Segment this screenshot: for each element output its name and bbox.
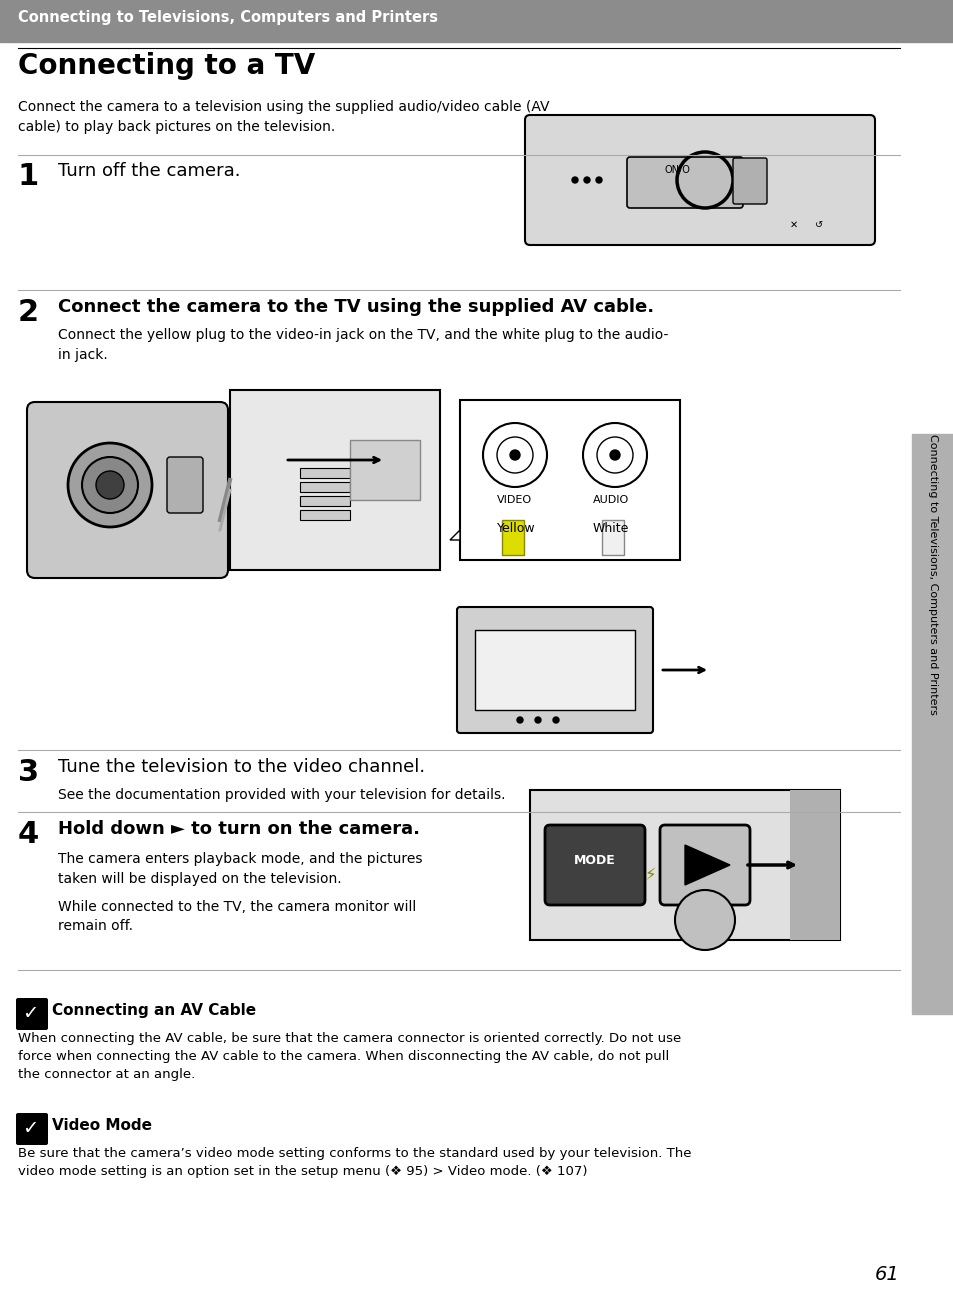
Circle shape	[675, 890, 734, 950]
FancyBboxPatch shape	[544, 825, 644, 905]
Bar	[475, 629, 635, 710]
Text: Connecting an AV Cable: Connecting an AV Cable	[52, 1003, 255, 1018]
Text: Be sure that the camera’s video mode setting conforms to the standard used by yo: Be sure that the camera’s video mode set…	[18, 1147, 691, 1177]
Circle shape	[596, 177, 601, 183]
Circle shape	[572, 177, 578, 183]
FancyBboxPatch shape	[524, 116, 874, 244]
Text: While connected to the TV, the camera monitor will
remain off.: While connected to the TV, the camera mo…	[58, 900, 416, 933]
Circle shape	[510, 449, 519, 460]
Text: MODE: MODE	[574, 854, 616, 866]
Text: ✓: ✓	[22, 1004, 38, 1024]
Bar	[0, 0, 953, 42]
Text: Connect the yellow plug to the video-in jack on the TV, and the white plug to th: Connect the yellow plug to the video-in …	[58, 328, 668, 361]
Text: ↺: ↺	[814, 219, 822, 230]
Bar	[350, 440, 419, 501]
Circle shape	[609, 449, 619, 460]
Polygon shape	[684, 845, 729, 886]
Text: Connecting to Televisions, Computers and Printers: Connecting to Televisions, Computers and…	[18, 11, 437, 25]
Bar	[789, 790, 840, 940]
Text: 2: 2	[18, 298, 39, 327]
FancyBboxPatch shape	[456, 607, 652, 733]
FancyBboxPatch shape	[732, 158, 766, 204]
Text: Video Mode: Video Mode	[52, 1118, 152, 1133]
Text: The camera enters playback mode, and the pictures
taken will be displayed on the: The camera enters playback mode, and the…	[58, 851, 422, 886]
Circle shape	[583, 177, 589, 183]
Circle shape	[535, 717, 540, 723]
Bar	[459, 399, 679, 560]
Text: Turn off the camera.: Turn off the camera.	[58, 162, 240, 180]
Text: 61: 61	[874, 1265, 899, 1284]
Text: White: White	[593, 522, 629, 535]
FancyBboxPatch shape	[659, 825, 749, 905]
Circle shape	[68, 443, 152, 527]
FancyBboxPatch shape	[167, 457, 203, 512]
Bar	[299, 510, 350, 520]
Circle shape	[96, 470, 124, 499]
Polygon shape	[450, 530, 459, 540]
FancyBboxPatch shape	[27, 402, 228, 578]
Text: ⚡: ⚡	[644, 866, 656, 884]
Circle shape	[517, 717, 522, 723]
Bar	[299, 468, 350, 478]
Text: AUDIO: AUDIO	[593, 495, 629, 505]
Text: 3: 3	[18, 758, 39, 787]
Text: Hold down ► to turn on the camera.: Hold down ► to turn on the camera.	[58, 820, 419, 838]
Bar	[530, 790, 840, 940]
Text: Connecting to Televisions, Computers and Printers: Connecting to Televisions, Computers and…	[927, 434, 937, 715]
Text: When connecting the AV cable, be sure that the camera connector is oriented corr: When connecting the AV cable, be sure th…	[18, 1031, 680, 1081]
FancyBboxPatch shape	[16, 1113, 48, 1144]
FancyBboxPatch shape	[626, 156, 742, 208]
Bar	[911, 434, 953, 1014]
Bar	[299, 495, 350, 506]
Bar	[230, 390, 439, 570]
Text: Connect the camera to a television using the supplied audio/video cable (AV
cabl: Connect the camera to a television using…	[18, 100, 549, 134]
Text: ✓: ✓	[22, 1120, 38, 1138]
Text: Yellow: Yellow	[497, 522, 535, 535]
Text: ON/O: ON/O	[664, 166, 690, 175]
Circle shape	[82, 457, 138, 512]
Text: Connect the camera to the TV using the supplied AV cable.: Connect the camera to the TV using the s…	[58, 298, 654, 315]
Text: 1: 1	[18, 162, 39, 191]
FancyBboxPatch shape	[16, 999, 48, 1030]
Circle shape	[553, 717, 558, 723]
Bar	[601, 520, 623, 555]
Text: 4: 4	[18, 820, 39, 849]
Text: See the documentation provided with your television for details.: See the documentation provided with your…	[58, 788, 505, 802]
Text: Tune the television to the video channel.: Tune the television to the video channel…	[58, 758, 425, 777]
Text: Connecting to a TV: Connecting to a TV	[18, 53, 314, 80]
Bar	[501, 520, 523, 555]
Text: VIDEO: VIDEO	[497, 495, 532, 505]
Text: ✕: ✕	[789, 219, 798, 230]
Bar	[299, 482, 350, 491]
